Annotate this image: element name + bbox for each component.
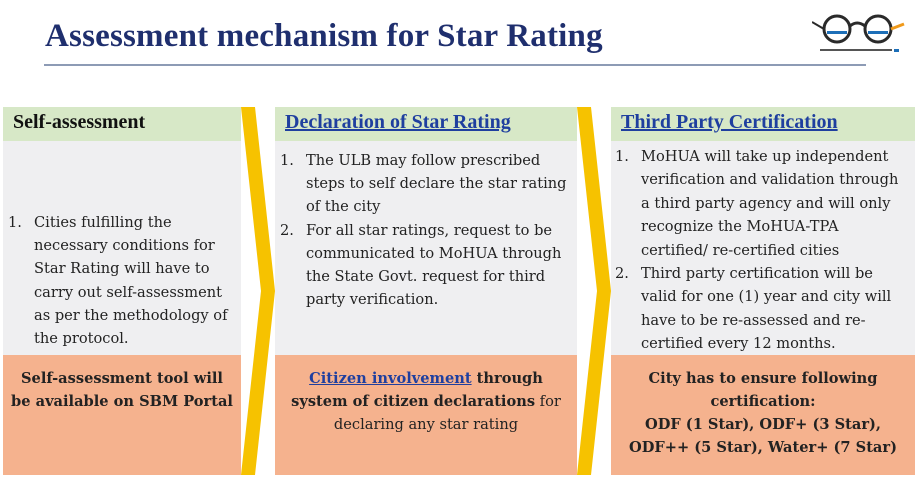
list-item: 1. Cities fulfilling the necessary condi…: [8, 211, 234, 350]
column-body: 1. Cities fulfilling the necessary condi…: [3, 141, 241, 355]
footer-line: ODF++ (5 Star), Water+ (7 Star): [629, 439, 897, 456]
column-third-party: Third Party Certification 1. MoHUA will …: [611, 107, 915, 475]
column-self-assessment: Self-assessment 1. Cities fulfilling the…: [3, 107, 241, 475]
footer-line: certification:: [710, 393, 816, 410]
list-number: 2.: [280, 221, 294, 239]
list-item: 2. For all star ratings, request to be c…: [280, 219, 571, 312]
list-text: The ULB may follow prescribed steps to s…: [306, 152, 567, 216]
list-item: 1. The ULB may follow prescribed steps t…: [280, 149, 571, 219]
list-number: 1.: [615, 148, 629, 165]
column-header: Declaration of Star Rating: [275, 107, 577, 141]
list-number: 2.: [615, 265, 629, 283]
column-declaration: Declaration of Star Rating 1. The ULB ma…: [275, 107, 577, 475]
column-body: 1. The ULB may follow prescribed steps t…: [275, 141, 577, 355]
column-heading-link[interactable]: Third Party Certification: [621, 111, 838, 133]
column-header: Self-assessment: [3, 107, 241, 141]
list-text: Third party certification will be valid …: [641, 265, 892, 353]
footer-line: ODF (1 Star), ODF+ (3 Star),: [644, 416, 882, 433]
footer-plain-text: for declaring any star rating: [333, 393, 561, 433]
list-item: 1. MoHUA will take up independent verifi…: [615, 145, 907, 262]
list-number: 1.: [8, 214, 22, 231]
list-text: For all star ratings, request to be comm…: [306, 221, 562, 309]
column-heading: Self-assessment: [13, 111, 146, 133]
footer-line: City has to ensure following: [648, 370, 878, 387]
swachh-bharat-logo: [812, 14, 905, 52]
list-number: 1.: [280, 152, 294, 169]
list-text: Cities fulfilling the necessary conditio…: [34, 214, 228, 348]
column-body: 1. MoHUA will take up independent verifi…: [611, 141, 915, 355]
citizen-involvement-link[interactable]: Citizen involvement: [309, 370, 472, 387]
title-divider: [44, 64, 866, 66]
list-text: MoHUA will take up independent verificat…: [641, 148, 899, 259]
column-header: Third Party Certification: [611, 107, 915, 141]
footer-text: City has to ensure following certificati…: [611, 367, 915, 459]
column-footer: City has to ensure following certificati…: [611, 355, 915, 475]
footer-bold-text: system of citizen declarations: [291, 393, 536, 410]
footer-text: Self-assessment tool will be available o…: [11, 370, 233, 410]
column-footer: Self-assessment tool will be available o…: [3, 355, 241, 475]
list-item: 2. Third party certification will be val…: [615, 262, 907, 356]
footer-bold-text: through: [471, 370, 543, 387]
chevron-arrow-icon: [577, 107, 611, 475]
column-heading-link[interactable]: Declaration of Star Rating: [285, 111, 511, 133]
slide-title: Assessment mechanism for Star Rating: [45, 18, 603, 54]
footer-text: Citizen involvement through system of cit…: [275, 367, 577, 436]
column-footer: Citizen involvement through system of cit…: [275, 355, 577, 475]
chevron-arrow-icon: [241, 107, 275, 475]
